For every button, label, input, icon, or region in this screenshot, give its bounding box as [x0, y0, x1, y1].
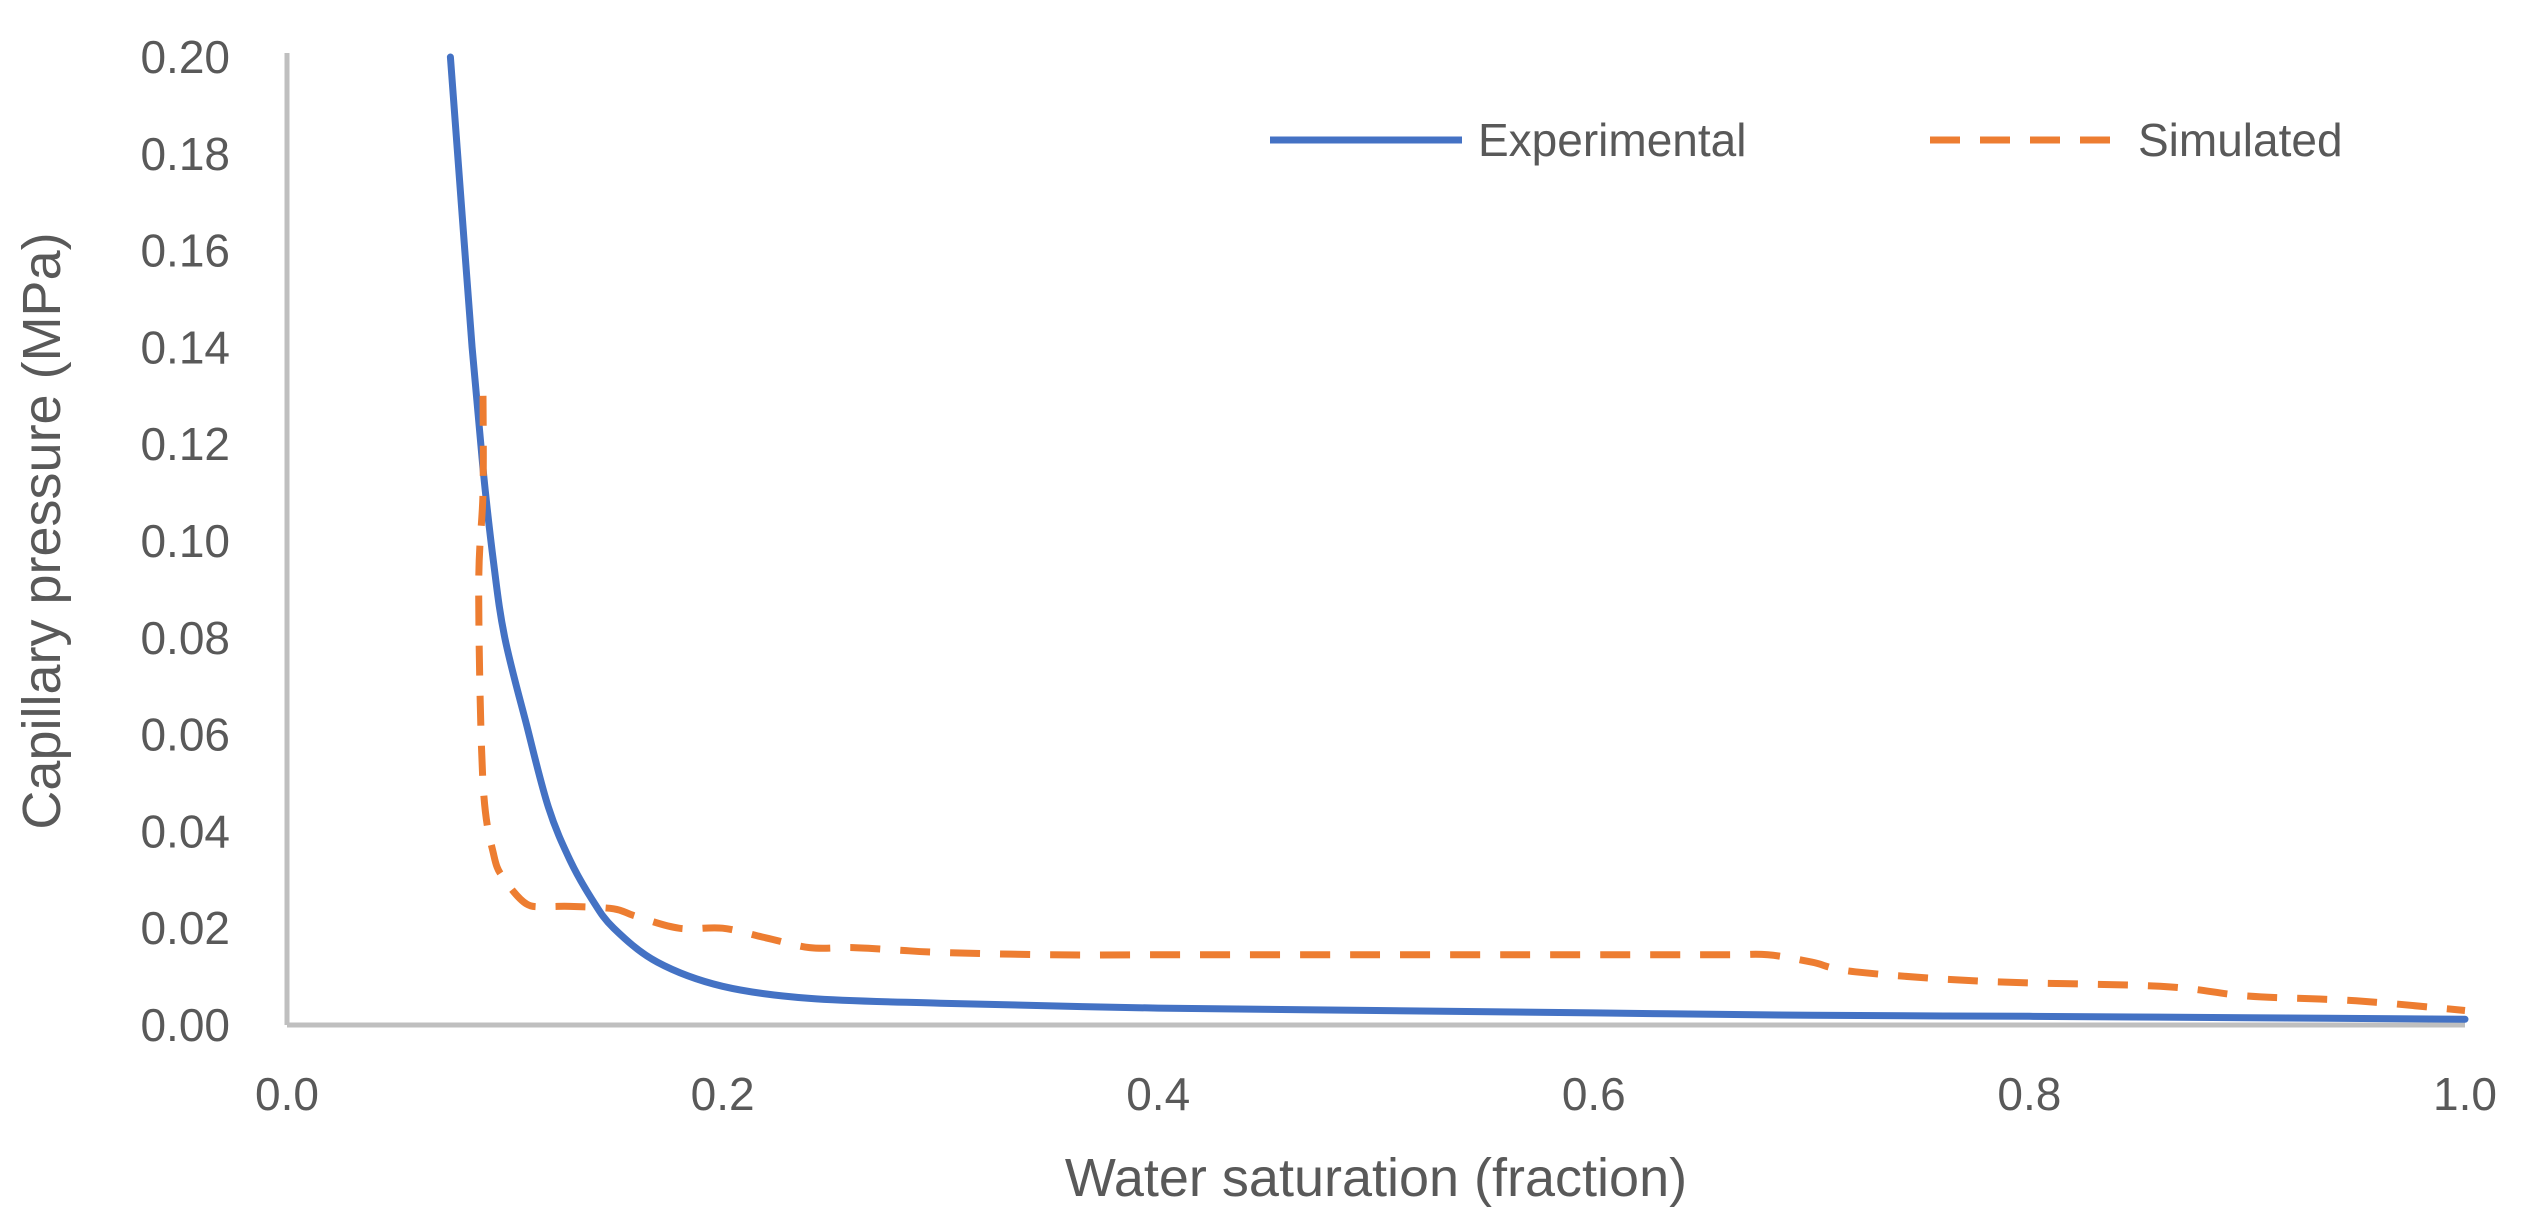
- x-tick-label: 0.2: [691, 1068, 755, 1120]
- y-tick-labels: 0.00 0.02 0.04 0.06 0.08 0.10 0.12 0.14 0.16 0.18…: [140, 31, 230, 1051]
- y-tick-label: 0.08: [140, 612, 230, 664]
- x-tick-label: 0.6: [1562, 1068, 1626, 1120]
- y-tick-label: 0.04: [140, 805, 230, 857]
- y-tick-label: 0.12: [140, 418, 230, 470]
- legend-item-experimental: Experimental: [1270, 114, 1746, 166]
- axes: [284, 53, 2465, 1028]
- x-tick-label: 0.8: [1997, 1068, 2061, 1120]
- series-lines: [446, 53, 2469, 1023]
- legend-label-simulated: Simulated: [2138, 114, 2343, 166]
- x-tick-label: 0.4: [1126, 1068, 1190, 1120]
- series-line-simulated: [475, 395, 2466, 1014]
- y-tick-label: 0.16: [140, 225, 230, 277]
- y-tick-label: 0.14: [140, 321, 230, 373]
- legend: Experimental Simulated: [1270, 114, 2343, 166]
- x-tick-label: 0.0: [255, 1068, 319, 1120]
- legend-item-simulated: Simulated: [1930, 114, 2343, 166]
- x-tick-label: 1.0: [2433, 1068, 2497, 1120]
- x-tick-labels: 0.0 0.2 0.4 0.6 0.8 1.0: [255, 1068, 2497, 1120]
- y-tick-label: 0.02: [140, 902, 230, 954]
- series-line-experimental: [446, 53, 2469, 1023]
- y-tick-label: 0.06: [140, 709, 230, 761]
- y-tick-label: 0.00: [140, 999, 230, 1051]
- legend-label-experimental: Experimental: [1478, 114, 1746, 166]
- y-tick-label: 0.20: [140, 31, 230, 83]
- y-tick-label: 0.10: [140, 515, 230, 567]
- y-tick-label: 0.18: [140, 128, 230, 180]
- x-axis-title: Water saturation (fraction): [1065, 1148, 1687, 1208]
- y-axis-title: Capillary pressure (MPa): [12, 232, 72, 829]
